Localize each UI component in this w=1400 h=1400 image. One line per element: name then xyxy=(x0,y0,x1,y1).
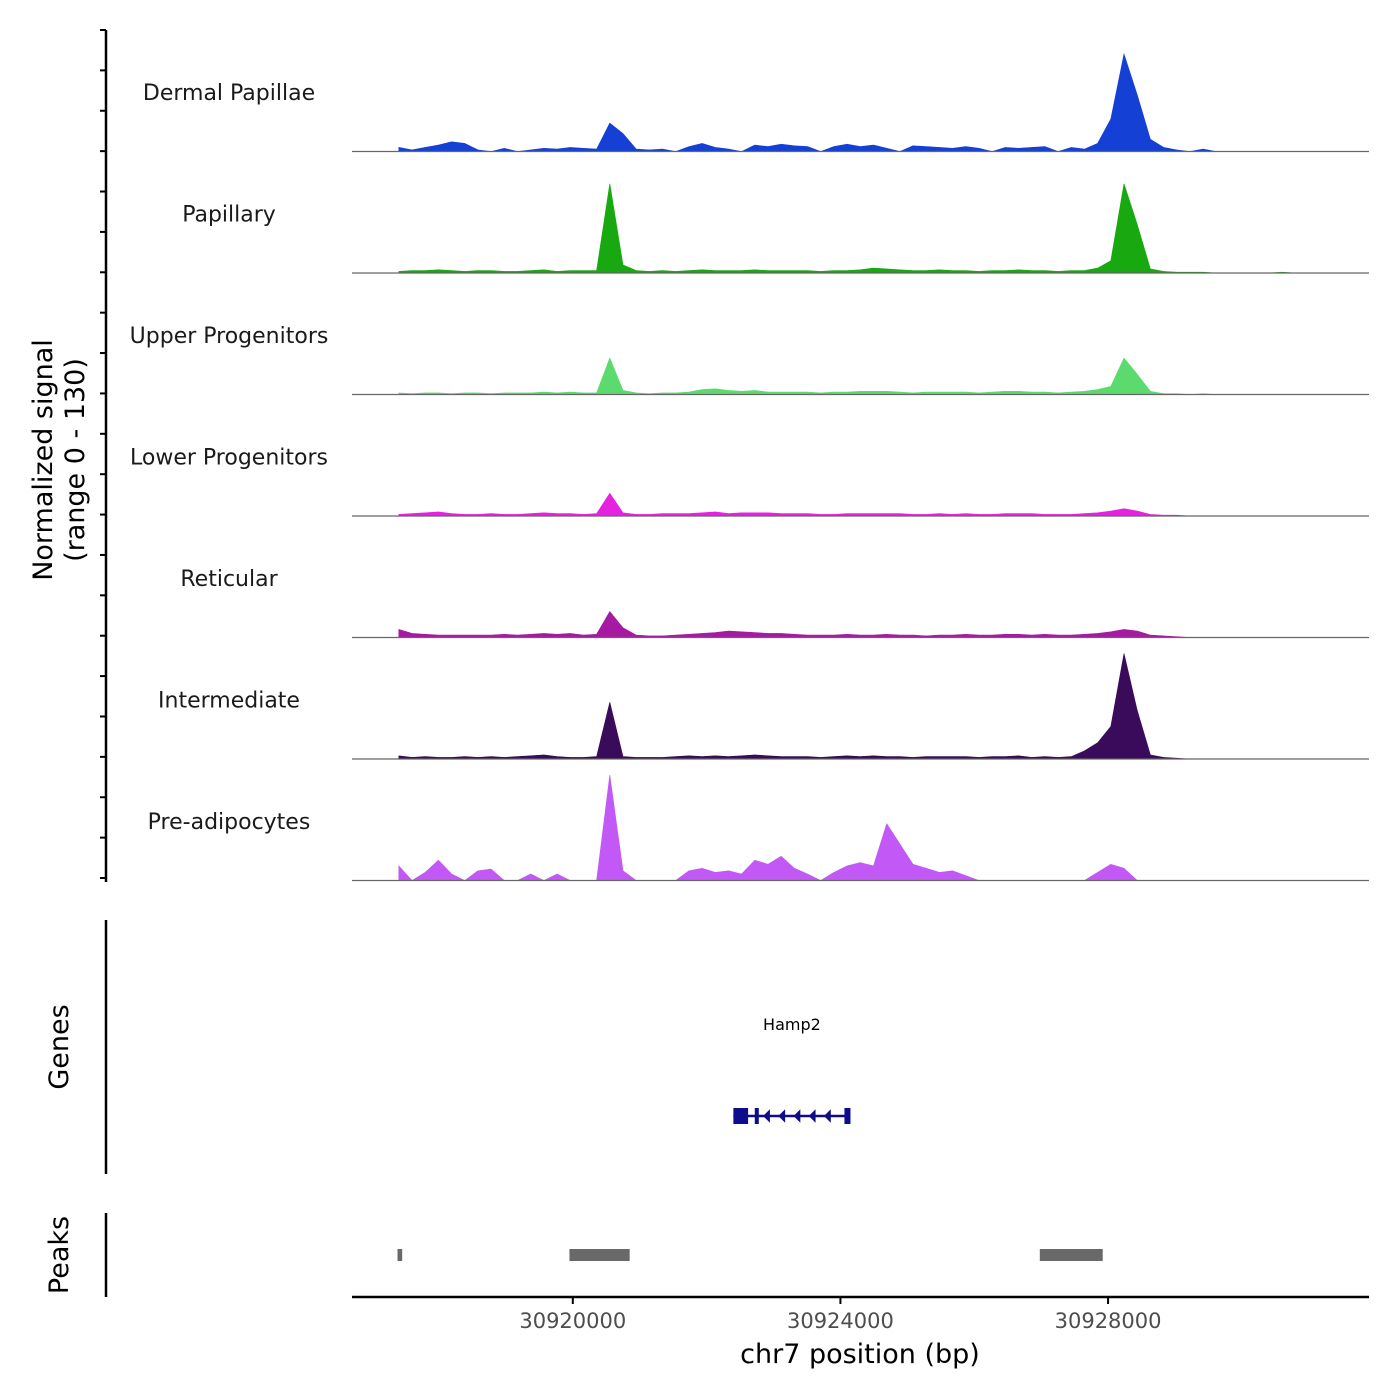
gene-label: Hamp2 xyxy=(763,1015,821,1034)
y-axis-title-line1: Normalized signal xyxy=(28,339,59,581)
x-tick-label: 30924000 xyxy=(787,1309,894,1333)
gene-strand-arrow xyxy=(763,1109,770,1123)
gene-strand-arrow xyxy=(793,1109,801,1123)
track-intermediate: Intermediate xyxy=(158,653,1369,760)
coverage-area-dermal-papillae xyxy=(398,52,1296,152)
peak-region xyxy=(1039,1249,1103,1261)
track-pre-adipocytes: Pre-adipocytes xyxy=(148,774,1369,882)
coverage-area-lower-progenitors xyxy=(398,492,1296,517)
peaks-panel-title: Peaks xyxy=(44,1216,75,1294)
gene-exon xyxy=(733,1108,749,1124)
track-label-intermediate: Intermediate xyxy=(158,689,300,714)
y-axis-title: Normalized signal (range 0 - 130) xyxy=(28,339,91,581)
track-dermal-papillae: Dermal Papillae xyxy=(143,52,1369,153)
track-label-lower-progenitors: Lower Progenitors xyxy=(130,446,328,471)
track-lower-progenitors: Lower Progenitors xyxy=(130,446,1369,517)
gene-exon xyxy=(754,1108,759,1124)
track-label-papillary: Papillary xyxy=(182,203,276,228)
coverage-area-reticular xyxy=(398,610,1296,638)
coverage-area-intermediate xyxy=(398,653,1296,760)
x-axis-title: chr7 position (bp) xyxy=(740,1339,980,1370)
gene-strand-arrow xyxy=(778,1109,786,1123)
gene-exon xyxy=(844,1108,851,1124)
coverage-area-papillary xyxy=(398,183,1296,274)
track-label-reticular: Reticular xyxy=(180,567,278,592)
gene-hamp2: Hamp2 xyxy=(733,1015,851,1124)
coverage-tracks: Dermal Papillae Papillary Upper Progenitor… xyxy=(130,52,1369,882)
track-papillary: Papillary xyxy=(182,183,1369,274)
y-axis-title-line2: (range 0 - 130) xyxy=(60,358,91,562)
coverage-area-pre-adipocytes xyxy=(398,774,1296,881)
track-upper-progenitors: Upper Progenitors xyxy=(130,324,1369,396)
genes-track: Hamp2 xyxy=(733,1015,851,1124)
peak-region xyxy=(569,1249,630,1261)
gene-strand-arrow xyxy=(808,1109,816,1123)
coverage-area-upper-progenitors xyxy=(398,357,1296,395)
x-axis-ticks: 30920000 30924000 30928000 xyxy=(519,1297,1162,1333)
peak-region xyxy=(397,1249,403,1261)
track-label-upper-progenitors: Upper Progenitors xyxy=(130,324,329,349)
track-label-dermal-papillae: Dermal Papillae xyxy=(143,81,315,106)
coverage-y-ticks xyxy=(100,29,106,879)
x-tick-label: 30928000 xyxy=(1055,1309,1162,1333)
genes-panel-title: Genes xyxy=(44,1004,75,1089)
track-label-pre-adipocytes: Pre-adipocytes xyxy=(148,810,311,835)
x-tick-label: 30920000 xyxy=(519,1309,626,1333)
gene-strand-arrow xyxy=(823,1109,831,1123)
peaks-track xyxy=(397,1249,1103,1261)
track-reticular: Reticular xyxy=(180,567,1369,639)
